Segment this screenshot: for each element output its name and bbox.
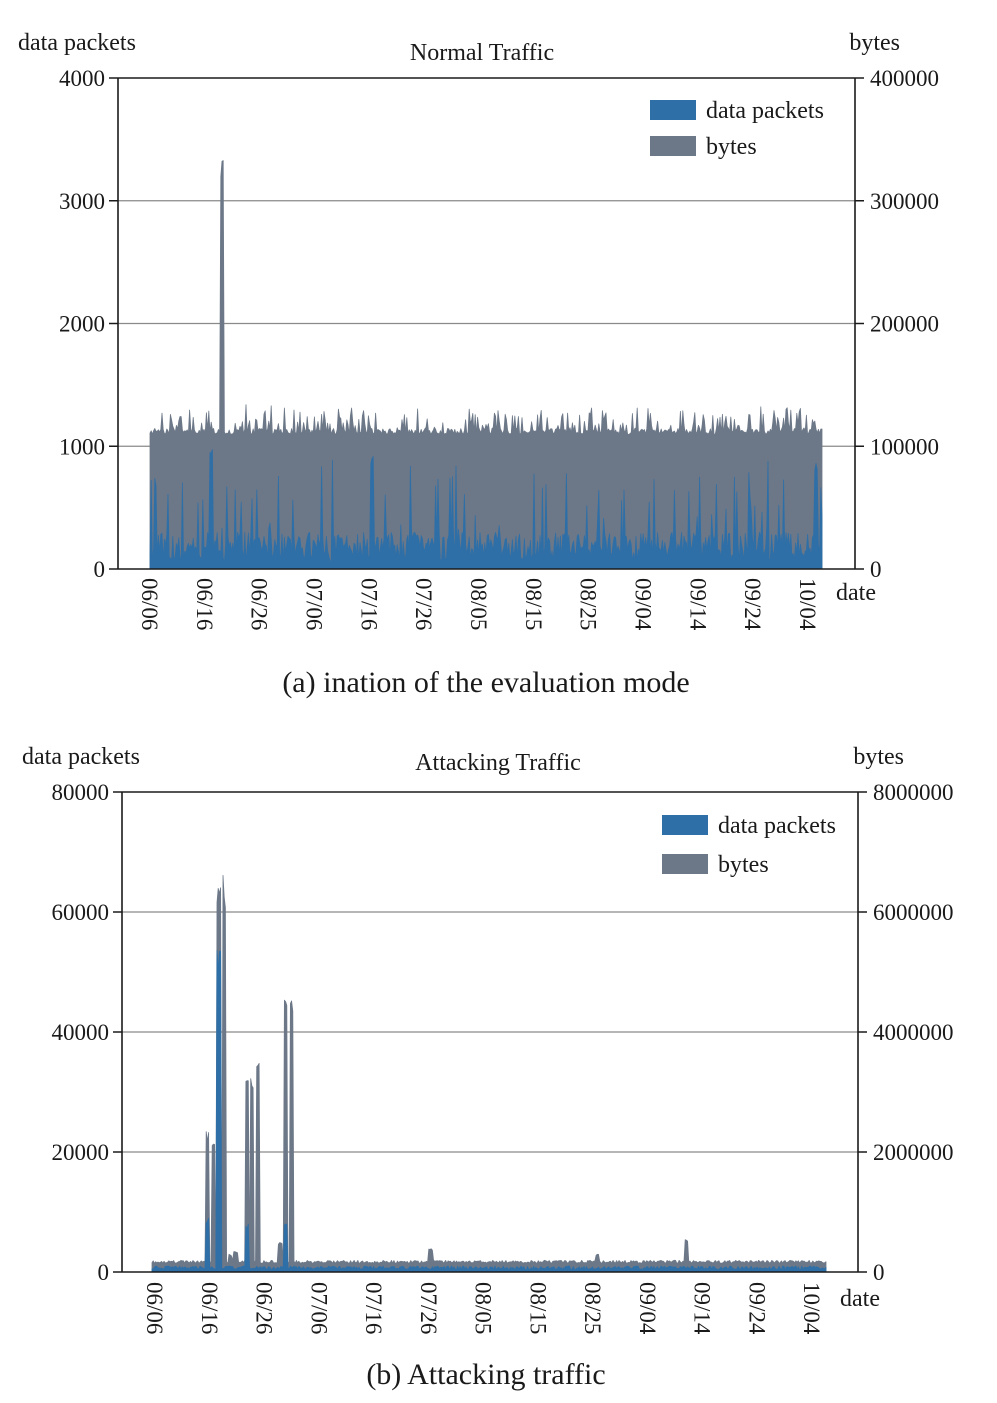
legend-label: bytes [718, 852, 769, 878]
x-axis-title: date [840, 1286, 880, 1312]
x-tick-label: 09/14 [685, 578, 710, 631]
x-tick-label: 09/24 [744, 1282, 769, 1335]
y-tick-label-left: 60000 [52, 900, 110, 925]
left-axis-title: data packets [18, 30, 136, 56]
legend-swatch [650, 100, 696, 120]
left-axis-title: data packets [22, 744, 140, 770]
series-area-bytes [149, 160, 823, 570]
series-area-data-packets [151, 950, 827, 1273]
legend-swatch [662, 854, 708, 874]
x-tick-label: 09/04 [631, 578, 656, 631]
y-tick-label-left: 4000 [59, 66, 105, 91]
x-tick-label: 06/06 [137, 578, 162, 630]
x-tick-label: 10/04 [799, 1282, 824, 1335]
x-tick-label: 06/16 [197, 1282, 222, 1334]
figure-caption: (a) ination of the evaluation mode [282, 666, 689, 699]
right-axis-title: bytes [849, 30, 900, 56]
y-tick-label-right: 2000000 [873, 1140, 954, 1165]
x-tick-label: 09/04 [635, 1282, 660, 1335]
x-tick-label: 08/05 [466, 578, 491, 630]
x-tick-label: 07/26 [416, 1282, 441, 1334]
y-tick-label-left: 40000 [52, 1020, 110, 1045]
x-tick-label: 07/16 [356, 578, 381, 630]
x-tick-label: 08/25 [580, 1282, 605, 1334]
attacking-traffic-chart: Attacking Traffic data packets bytes dat… [22, 744, 954, 1391]
legend-swatch [662, 815, 708, 835]
legend-label: bytes [706, 134, 757, 160]
legend-label: data packets [718, 813, 836, 839]
y-tick-label-right: 4000000 [873, 1020, 954, 1045]
y-tick-label-right: 8000000 [873, 780, 954, 805]
x-tick-label: 08/15 [525, 1282, 550, 1334]
y-tick-label-right: 0 [873, 1260, 885, 1285]
x-axis-title: date [836, 580, 876, 606]
x-tick-label: 06/16 [192, 578, 217, 630]
x-tick-label: 06/26 [252, 1282, 277, 1334]
y-tick-label-left: 20000 [52, 1140, 110, 1165]
figure-caption: (b) Attacking traffic [366, 1358, 605, 1391]
x-tick-label: 07/16 [361, 1282, 386, 1334]
chart-title: Normal Traffic [410, 40, 554, 66]
y-tick-label-left: 1000 [59, 434, 105, 459]
legend-swatch [650, 136, 696, 156]
x-tick-label: 10/04 [795, 578, 820, 631]
x-tick-label: 08/25 [576, 578, 601, 630]
y-tick-label-right: 300000 [870, 189, 939, 214]
x-tick-label: 06/26 [247, 578, 272, 630]
normal-traffic-chart: Normal Traffic data packets bytes date (… [18, 30, 939, 699]
x-tick-label: 06/06 [142, 1282, 167, 1334]
x-tick-label: 07/06 [306, 1282, 331, 1334]
y-tick-label-left: 0 [98, 1260, 110, 1285]
y-tick-label-right: 100000 [870, 434, 939, 459]
y-tick-label-left: 0 [94, 557, 106, 582]
x-tick-label: 08/15 [521, 578, 546, 630]
y-tick-label-left: 80000 [52, 780, 110, 805]
x-tick-label: 09/14 [690, 1282, 715, 1335]
x-tick-label: 08/05 [471, 1282, 496, 1334]
y-tick-label-right: 400000 [870, 66, 939, 91]
series-area-bytes [151, 875, 827, 1273]
x-tick-label: 09/24 [740, 578, 765, 631]
y-tick-label-left: 3000 [59, 189, 105, 214]
right-axis-title: bytes [853, 744, 904, 770]
y-tick-label-right: 0 [870, 557, 882, 582]
x-tick-label: 07/06 [302, 578, 327, 630]
chart-title: Attacking Traffic [415, 750, 581, 776]
series-area-data-packets [149, 449, 823, 570]
y-tick-label-left: 2000 [59, 312, 105, 337]
x-tick-label: 07/26 [411, 578, 436, 630]
legend-label: data packets [706, 98, 824, 124]
y-tick-label-right: 200000 [870, 312, 939, 337]
y-tick-label-right: 6000000 [873, 900, 954, 925]
